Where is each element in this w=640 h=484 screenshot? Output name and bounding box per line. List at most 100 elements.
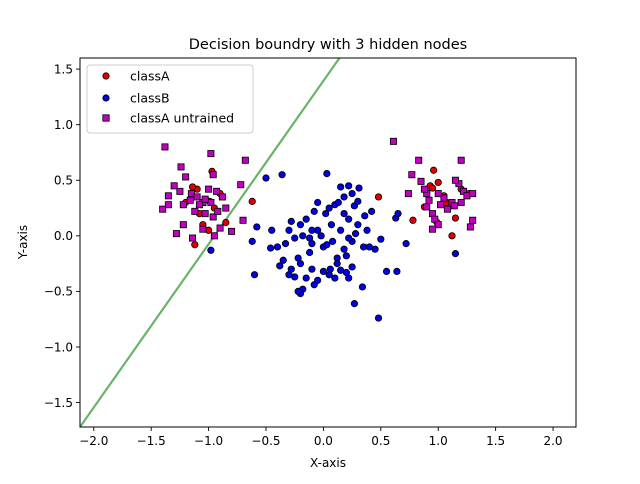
classb-point xyxy=(281,240,290,248)
classb-point xyxy=(351,230,360,238)
classb-point xyxy=(314,276,322,284)
classb-point xyxy=(337,266,345,274)
classa-untrained-point xyxy=(237,181,245,189)
classb-point xyxy=(273,243,282,251)
classa-untrained-point xyxy=(450,202,458,210)
x-axis-label: X-axis xyxy=(310,456,346,470)
classa-untrained-point xyxy=(161,143,169,151)
y-tick-label: 1.5 xyxy=(54,62,73,76)
classb-point xyxy=(374,314,383,322)
classa-untrained-point xyxy=(191,207,199,215)
classb-point xyxy=(279,256,287,264)
classa-untrained-point xyxy=(423,203,431,211)
classa-point xyxy=(188,183,197,191)
classa-untrained-point xyxy=(205,185,213,193)
y-axis-label: Y-axis xyxy=(16,225,30,260)
classa-untrained-point xyxy=(404,190,412,198)
classa-untrained-point xyxy=(241,156,249,164)
classa-untrained-point xyxy=(201,210,209,218)
classa-untrained-point xyxy=(182,173,190,181)
x-tick-label: −2.0 xyxy=(79,434,108,448)
classa-untrained-point xyxy=(457,156,465,164)
classa-untrained-point xyxy=(193,193,201,201)
classb-point xyxy=(345,234,353,242)
classa-untrained-point xyxy=(425,196,433,204)
classa-untrained-point xyxy=(207,198,215,206)
classb-point xyxy=(250,271,259,279)
legend-label-class-b: classB xyxy=(130,91,170,106)
classb-point xyxy=(287,265,295,273)
classa-untrained-point xyxy=(415,156,423,164)
legend-marker-class-b xyxy=(102,94,110,102)
classa-untrained-point xyxy=(434,221,442,229)
classb-point xyxy=(348,189,356,198)
classb-point xyxy=(310,207,318,215)
classa-untrained-point xyxy=(469,190,477,198)
classa-untrained-point xyxy=(214,207,222,215)
classb-point xyxy=(333,260,341,268)
classb-point xyxy=(337,183,345,191)
legend-label-class-a-untrained: classA untrained xyxy=(130,111,234,126)
classa-point xyxy=(204,226,213,234)
classa-untrained-point xyxy=(187,190,195,198)
x-tick-label: 2.0 xyxy=(543,434,562,448)
x-tick-label: 0.5 xyxy=(371,434,390,448)
classa-point xyxy=(409,216,417,224)
classa-untrained-point xyxy=(434,190,442,198)
classb-point xyxy=(299,232,307,240)
classa-untrained-point xyxy=(228,227,236,235)
classb-point xyxy=(358,283,367,291)
classb-point xyxy=(377,235,385,243)
classa-point xyxy=(434,178,442,187)
classa-untrained-point xyxy=(440,194,448,202)
classb-point xyxy=(394,210,402,218)
y-tick-label: −1.5 xyxy=(44,396,73,410)
y-tick-label: 0.5 xyxy=(54,174,73,188)
x-tick-label: −1.0 xyxy=(194,434,223,448)
classb-point xyxy=(314,198,322,207)
classb-point xyxy=(331,274,339,282)
classa-untrained-point xyxy=(159,205,167,213)
classb-point xyxy=(306,234,314,242)
classb-point xyxy=(308,265,316,273)
classb-point xyxy=(363,226,371,234)
classa-untrained-point xyxy=(164,192,172,200)
classa-untrained-point xyxy=(209,213,217,221)
x-tick-label: 1.5 xyxy=(486,434,505,448)
classa-untrained-point xyxy=(443,205,451,213)
classa-untrained-point xyxy=(417,177,425,185)
classa-untrained-point xyxy=(420,185,428,193)
x-tick-label: −1.5 xyxy=(137,434,166,448)
classa-point xyxy=(222,218,230,227)
legend-label-class-a: classA xyxy=(130,69,170,84)
x-tick-label: −0.5 xyxy=(251,434,280,448)
y-tick-label: −1.0 xyxy=(44,340,73,354)
chart-title: Decision boundry with 3 hidden nodes xyxy=(189,37,467,53)
classa-untrained-point xyxy=(463,192,471,200)
x-tick-label: 1.0 xyxy=(429,434,448,448)
classb-point xyxy=(355,184,363,192)
classa-untrained-point xyxy=(176,187,184,195)
classb-point xyxy=(340,245,348,253)
classb-point xyxy=(328,237,337,245)
classa-point xyxy=(430,166,438,174)
classb-point xyxy=(291,234,299,242)
classb-point xyxy=(285,226,293,234)
classa-untrained-point xyxy=(469,216,477,224)
classa-untrained-point xyxy=(195,201,203,209)
classa-untrained-point xyxy=(239,216,247,224)
classb-point xyxy=(268,226,276,234)
classa-untrained-point xyxy=(207,150,215,158)
classb-point xyxy=(451,250,460,258)
classb-point xyxy=(345,215,353,223)
classb-point xyxy=(354,197,362,205)
classa-untrained-point xyxy=(408,171,416,179)
classa-untrained-point xyxy=(209,171,217,179)
plot-frame xyxy=(79,57,577,428)
classa-untrained-point xyxy=(218,193,226,201)
classa-untrained-point xyxy=(466,223,474,231)
classa-untrained-point xyxy=(201,195,209,203)
classa-point xyxy=(191,241,199,249)
classa-untrained-point xyxy=(186,196,194,204)
classb-point xyxy=(317,232,325,240)
